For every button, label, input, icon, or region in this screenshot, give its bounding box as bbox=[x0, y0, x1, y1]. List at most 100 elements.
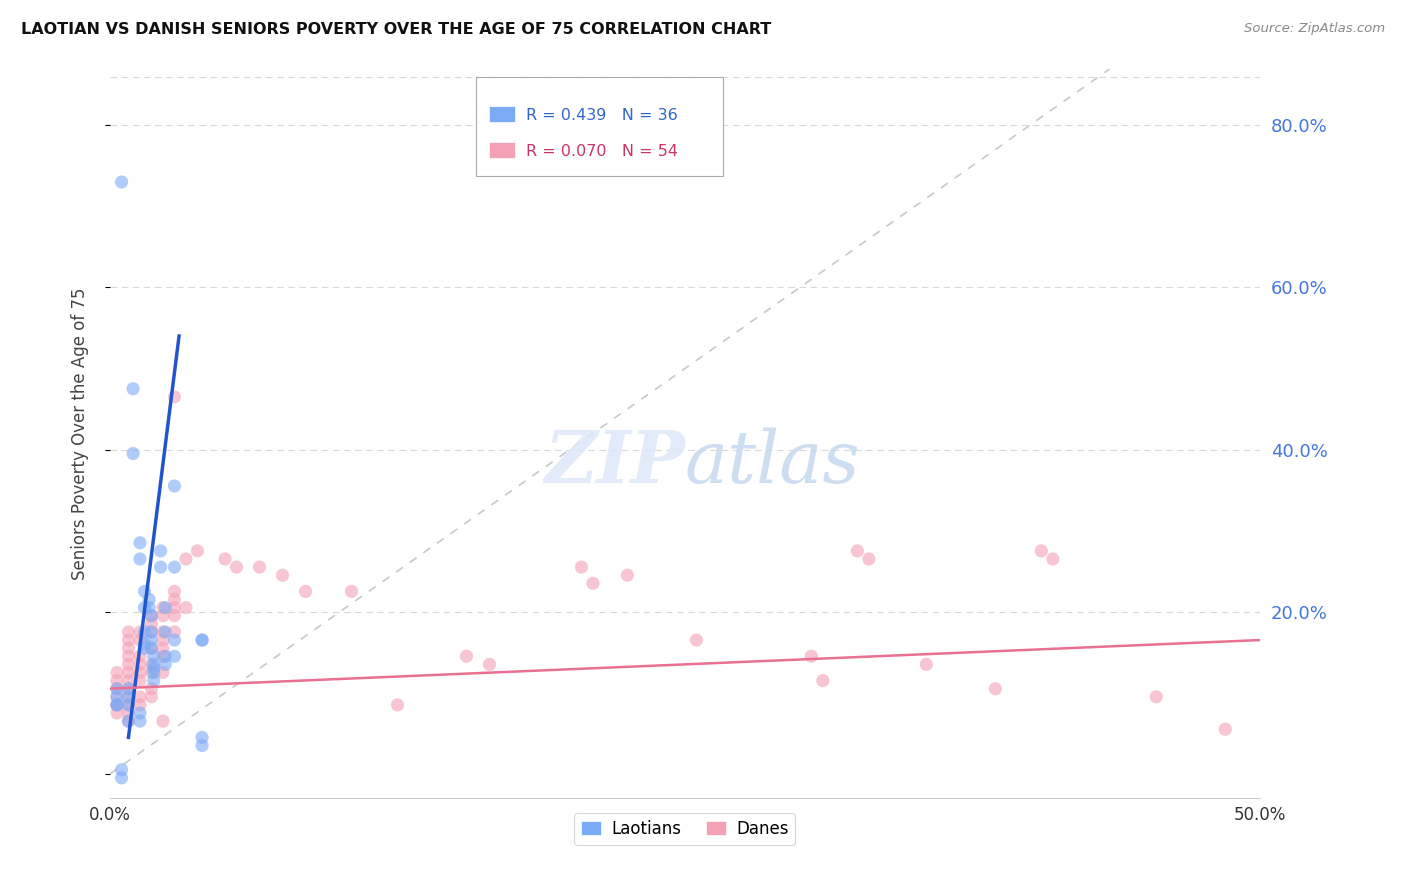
Point bbox=[129, 624, 152, 639]
Point bbox=[186, 544, 208, 558]
Text: ZIP: ZIP bbox=[544, 427, 685, 498]
Point bbox=[152, 600, 174, 615]
Point bbox=[152, 641, 174, 656]
Point bbox=[122, 447, 145, 461]
Point bbox=[163, 479, 186, 493]
Point bbox=[117, 641, 139, 656]
FancyBboxPatch shape bbox=[475, 78, 723, 176]
Point bbox=[129, 649, 152, 664]
Point bbox=[163, 624, 186, 639]
Point bbox=[134, 641, 156, 656]
Text: LAOTIAN VS DANISH SENIORS POVERTY OVER THE AGE OF 75 CORRELATION CHART: LAOTIAN VS DANISH SENIORS POVERTY OVER T… bbox=[21, 22, 772, 37]
Point bbox=[387, 698, 409, 712]
Point bbox=[149, 544, 172, 558]
Text: R = 0.070   N = 54: R = 0.070 N = 54 bbox=[526, 145, 678, 159]
Point bbox=[174, 552, 197, 566]
Point bbox=[141, 665, 163, 680]
Point bbox=[129, 698, 152, 712]
Point bbox=[134, 600, 156, 615]
Point bbox=[149, 560, 172, 574]
Point bbox=[129, 633, 152, 648]
Point bbox=[582, 576, 605, 591]
Point bbox=[142, 649, 165, 664]
Point bbox=[685, 633, 707, 648]
Point bbox=[163, 560, 186, 574]
Point bbox=[117, 657, 139, 672]
Text: Source: ZipAtlas.com: Source: ZipAtlas.com bbox=[1244, 22, 1385, 36]
Point bbox=[141, 624, 163, 639]
Point bbox=[1144, 690, 1167, 704]
Point bbox=[117, 649, 139, 664]
Point bbox=[129, 552, 152, 566]
Legend: Laotians, Danes: Laotians, Danes bbox=[575, 814, 796, 845]
Point bbox=[105, 698, 128, 712]
Point bbox=[191, 731, 214, 745]
Point bbox=[105, 690, 128, 704]
Text: R = 0.439   N = 36: R = 0.439 N = 36 bbox=[526, 108, 678, 123]
Point bbox=[117, 624, 139, 639]
Point bbox=[117, 690, 139, 704]
Point bbox=[129, 657, 152, 672]
Point bbox=[142, 665, 165, 680]
Point bbox=[163, 584, 186, 599]
Point bbox=[616, 568, 638, 582]
Point bbox=[129, 690, 152, 704]
Point bbox=[117, 698, 139, 712]
Point bbox=[110, 763, 132, 777]
Point bbox=[155, 657, 177, 672]
Point bbox=[456, 649, 478, 664]
Point bbox=[152, 624, 174, 639]
FancyBboxPatch shape bbox=[489, 142, 515, 158]
Point bbox=[163, 600, 186, 615]
Point bbox=[174, 600, 197, 615]
Point bbox=[105, 681, 128, 696]
Point bbox=[129, 673, 152, 688]
Point bbox=[340, 584, 363, 599]
Y-axis label: Seniors Poverty Over the Age of 75: Seniors Poverty Over the Age of 75 bbox=[72, 287, 89, 580]
Point bbox=[811, 673, 834, 688]
Point bbox=[110, 771, 132, 785]
Point bbox=[141, 681, 163, 696]
Point bbox=[105, 681, 128, 696]
Point bbox=[105, 690, 128, 704]
Point bbox=[1042, 552, 1064, 566]
Point bbox=[122, 382, 145, 396]
Point bbox=[117, 690, 139, 704]
Point bbox=[117, 633, 139, 648]
Point bbox=[155, 624, 177, 639]
Point bbox=[214, 552, 236, 566]
Point bbox=[117, 681, 139, 696]
Point bbox=[155, 600, 177, 615]
Point bbox=[142, 657, 165, 672]
Point bbox=[105, 673, 128, 688]
Point bbox=[984, 681, 1007, 696]
Point bbox=[571, 560, 593, 574]
Point bbox=[271, 568, 294, 582]
Point bbox=[858, 552, 880, 566]
Point bbox=[1031, 544, 1053, 558]
Point bbox=[105, 706, 128, 720]
Point bbox=[294, 584, 316, 599]
Point bbox=[129, 706, 152, 720]
Point bbox=[152, 714, 174, 728]
Point bbox=[105, 698, 128, 712]
Point bbox=[141, 608, 163, 623]
Point bbox=[105, 698, 128, 712]
Point bbox=[152, 608, 174, 623]
Point bbox=[478, 657, 501, 672]
Text: atlas: atlas bbox=[685, 427, 860, 498]
Point bbox=[141, 690, 163, 704]
Point bbox=[110, 175, 132, 189]
Point bbox=[163, 608, 186, 623]
Point bbox=[141, 641, 163, 656]
Point bbox=[117, 681, 139, 696]
Point bbox=[249, 560, 271, 574]
Point bbox=[117, 706, 139, 720]
Point bbox=[141, 633, 163, 648]
Point bbox=[129, 665, 152, 680]
Point bbox=[134, 637, 156, 651]
Point bbox=[155, 649, 177, 664]
Point bbox=[134, 584, 156, 599]
Point bbox=[152, 649, 174, 664]
Point bbox=[163, 633, 186, 648]
